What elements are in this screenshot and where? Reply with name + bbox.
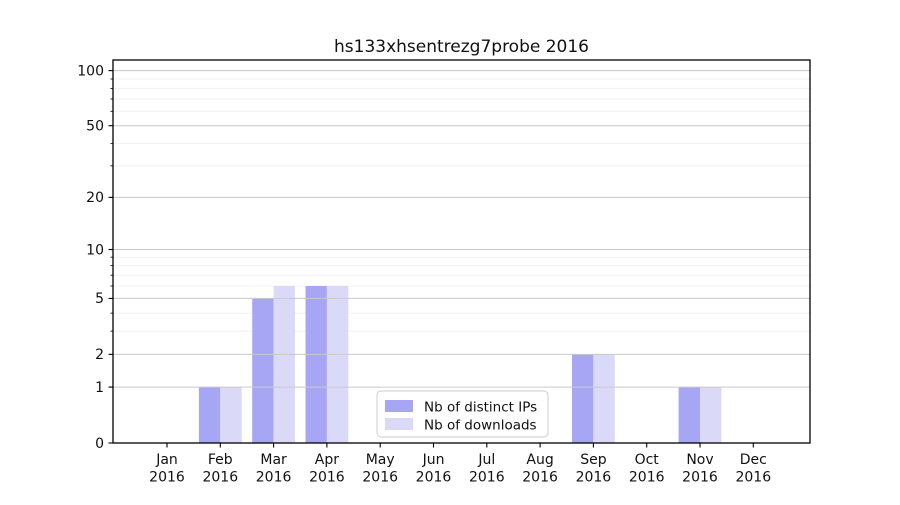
x-tick-label-month-mar: Mar (260, 452, 287, 468)
chart-title: hs133xhsentrezg7probe 2016 (334, 37, 589, 57)
x-tick-label-month-aug: Aug (526, 452, 553, 468)
x-tick-label-year-feb: 2016 (202, 470, 238, 486)
x-tick-label-month-dec: Dec (740, 452, 767, 468)
bar-nb-of-downloads-feb (220, 387, 242, 443)
x-tick-label-year-apr: 2016 (309, 470, 345, 486)
legend: Nb of distinct IPs Nb of downloads (376, 390, 549, 438)
x-tick-label-year-oct: 2016 (629, 470, 665, 486)
legend-box (376, 390, 549, 438)
x-tick-label-month-feb: Feb (208, 452, 233, 468)
y-tick-label: 100 (77, 63, 104, 79)
x-tick-label-month-jun: Jun (422, 452, 445, 468)
bar-nb-of-distinct-ips-nov (678, 387, 700, 443)
x-tick-label-year-may: 2016 (362, 470, 398, 486)
y-tick-label: 1 (95, 380, 104, 396)
bar-nb-of-downloads-mar (273, 286, 295, 443)
x-tick-label-month-jul: Jul (477, 452, 495, 468)
plot-area: 0 1 2 5 10 20 50 100 Jan 2016 Feb 2016 Mar 2016 Apr 201… (77, 59, 811, 486)
y-tick-label: 50 (86, 119, 104, 135)
plot-border (112, 59, 811, 444)
x-tick-label-month-oct: Oct (635, 452, 660, 468)
x-tick-label-month-may: May (366, 452, 395, 468)
bar-nb-of-distinct-ips-mar (252, 298, 274, 443)
x-tick-label-year-aug: 2016 (522, 470, 558, 486)
x-tick-label-month-nov: Nov (686, 452, 713, 468)
bar-nb-of-downloads-sep (593, 354, 615, 443)
x-tick-label-year-nov: 2016 (682, 470, 718, 486)
x-tick-label-year-mar: 2016 (256, 470, 292, 486)
legend-swatch-downloads (385, 418, 413, 430)
bar-nb-of-distinct-ips-apr (305, 286, 327, 443)
bar-nb-of-distinct-ips-sep (572, 354, 594, 443)
x-tick-label-month-jan: Jan (155, 452, 178, 468)
x-tick-label-year-jan: 2016 (149, 470, 185, 486)
bar-nb-of-downloads-apr (326, 286, 349, 443)
x-tick-label-month-apr: Apr (315, 452, 339, 468)
y-tick-label: 0 (95, 436, 104, 452)
x-tick-label-year-jul: 2016 (469, 470, 505, 486)
x-tick-label-year-sep: 2016 (576, 470, 612, 486)
bar-nb-of-downloads-nov (700, 387, 722, 443)
y-tick-label: 2 (95, 347, 104, 363)
legend-swatch-distinct-ips (385, 400, 413, 412)
x-tick-label-year-jun: 2016 (416, 470, 452, 486)
y-tick-label: 20 (86, 190, 104, 206)
y-tick-label: 10 (86, 242, 104, 258)
x-tick-label-month-sep: Sep (580, 452, 607, 468)
legend-label-distinct-ips: Nb of distinct IPs (424, 400, 537, 416)
x-tick-label-year-dec: 2016 (735, 470, 771, 486)
legend-label-downloads: Nb of downloads (424, 418, 537, 434)
bar-nb-of-distinct-ips-feb (198, 387, 221, 443)
y-tick-label: 5 (95, 291, 104, 307)
